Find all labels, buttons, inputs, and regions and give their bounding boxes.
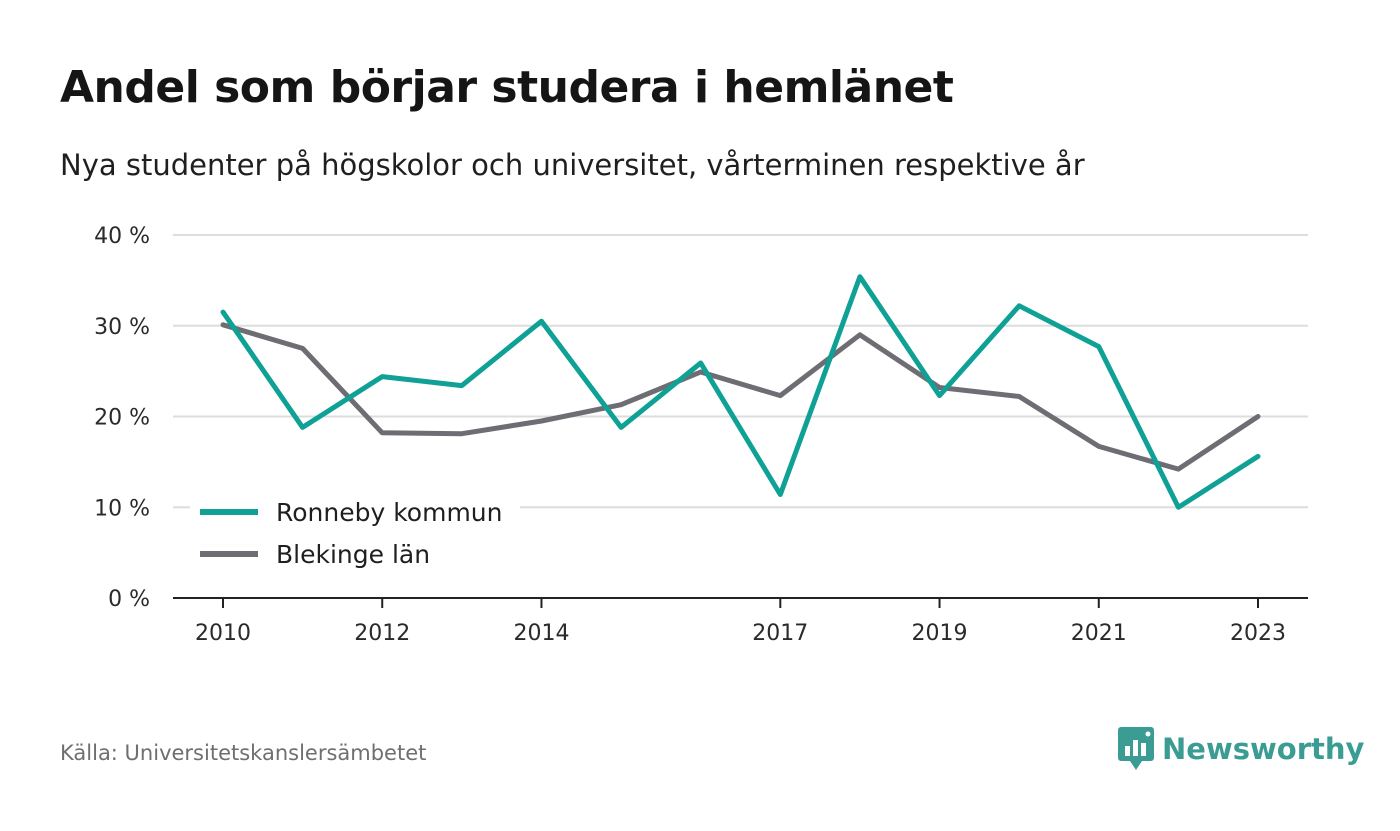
series-lines: [220, 274, 1261, 510]
x-tick-label: 2017: [752, 621, 808, 646]
x-tick-label: 2014: [513, 621, 569, 646]
y-tick-label: 30 %: [94, 315, 150, 340]
x-axis-tick-labels: 2010 2012 2014 2017 2019 2021 2023: [195, 621, 1286, 646]
x-tick-label: 2019: [912, 621, 968, 646]
x-tick-label: 2012: [354, 621, 410, 646]
legend-label: Blekinge län: [276, 540, 430, 569]
x-tick-label: 2021: [1071, 621, 1127, 646]
chart-subtitle: Nya studenter på högskolor och universit…: [60, 148, 1085, 182]
series-line-ronneby: [220, 274, 1261, 510]
legend-label: Ronneby kommun: [276, 498, 503, 527]
grid-lines: [173, 234, 1308, 509]
y-tick-label: 40 %: [94, 224, 150, 249]
x-axis: [173, 597, 1308, 608]
x-tick-label: 2023: [1230, 621, 1286, 646]
source-note: Källa: Universitetskanslersämbetet: [60, 741, 427, 765]
y-tick-label: 20 %: [94, 406, 150, 431]
x-tick-label: 2010: [195, 621, 251, 646]
brand-logo: Newsworthy: [1118, 727, 1364, 771]
brand-name: Newsworthy: [1162, 732, 1365, 766]
y-axis-tick-labels: 0 % 10 % 20 % 30 % 40 %: [94, 224, 150, 612]
y-tick-label: 10 %: [94, 496, 150, 521]
series-line-blekinge: [220, 322, 1261, 472]
chart-title: Andel som börjar studera i hemlänet: [60, 62, 954, 113]
newsworthy-logo-icon: [1118, 727, 1154, 770]
legend-background: [190, 488, 520, 580]
y-tick-label: 0 %: [108, 587, 150, 612]
legend: Ronneby kommun Blekinge län: [190, 488, 520, 580]
